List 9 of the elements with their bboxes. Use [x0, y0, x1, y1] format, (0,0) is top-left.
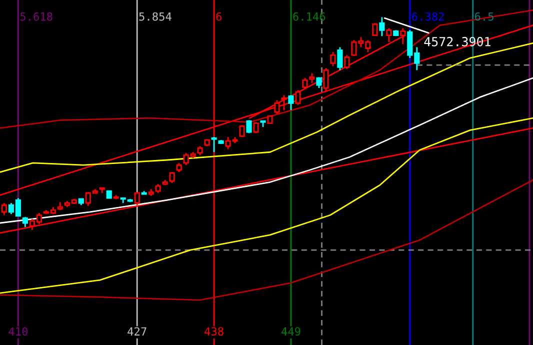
x-tick-label: 410	[8, 327, 28, 336]
annotation: 6.146	[293, 12, 326, 21]
annotation: 5.854	[139, 12, 172, 21]
annotation: 6	[216, 12, 222, 21]
x-tick-label: 427	[128, 327, 146, 336]
x-tick-label: 438	[204, 327, 224, 336]
x-tick-label: 449	[282, 327, 300, 336]
annotation: 6.382	[412, 12, 444, 21]
annotation: 5.618	[20, 12, 52, 21]
